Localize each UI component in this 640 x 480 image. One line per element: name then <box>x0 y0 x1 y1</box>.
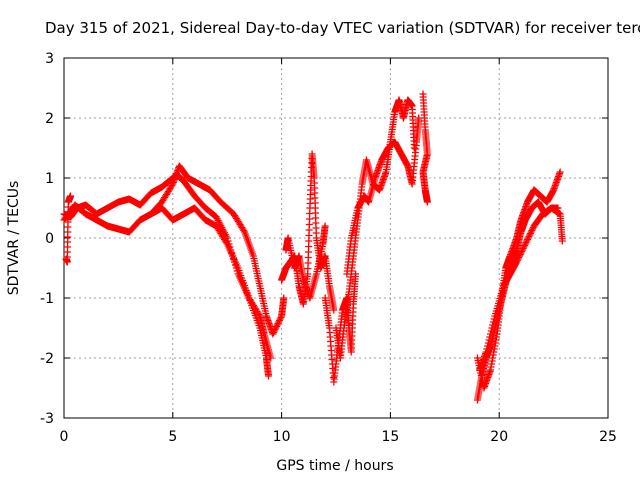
data-point <box>270 327 278 335</box>
data-point <box>558 237 566 245</box>
data-point <box>271 326 279 333</box>
data-point <box>272 324 280 332</box>
data-point <box>255 311 263 318</box>
data-point <box>280 294 288 302</box>
data-point <box>524 234 532 242</box>
data-point <box>489 318 497 326</box>
data-point <box>483 345 491 353</box>
data-point <box>265 372 273 380</box>
data-point <box>523 237 531 245</box>
data-point <box>276 315 284 323</box>
data-point <box>526 230 534 237</box>
data-point <box>515 254 523 261</box>
y-tick-label: -1 <box>40 291 54 307</box>
data-point <box>275 317 283 324</box>
data-point <box>486 333 494 341</box>
data-point <box>168 182 176 189</box>
data-points <box>60 90 566 404</box>
data-point <box>516 252 524 260</box>
data-point <box>273 323 281 330</box>
data-point <box>484 339 492 347</box>
x-tick-label: 5 <box>168 429 177 445</box>
data-point <box>275 318 283 326</box>
data-point <box>269 330 277 338</box>
data-point <box>487 327 495 335</box>
y-tick-label: 2 <box>45 111 54 127</box>
data-point <box>423 198 431 206</box>
data-point <box>321 222 329 230</box>
data-point <box>270 329 278 336</box>
y-tick-label: 0 <box>45 231 54 247</box>
data-point <box>514 255 522 263</box>
data-point <box>488 324 496 332</box>
data-point <box>528 227 536 234</box>
x-tick-label: 10 <box>273 429 291 445</box>
y-axis-label: SDTVAR / TECUs <box>6 181 22 296</box>
y-tick-label: -3 <box>40 411 54 427</box>
axis-ticks: 0 5 10 15 20 25 -3 -2 -1 0 1 2 3 <box>40 51 617 445</box>
data-point <box>274 320 282 327</box>
data-point <box>513 257 521 264</box>
data-point <box>485 336 493 344</box>
data-point <box>330 306 338 314</box>
data-point <box>518 248 526 255</box>
y-tick-label: 1 <box>45 171 54 187</box>
data-point <box>529 225 537 233</box>
chart-title: Day 315 of 2021, Sidereal Day-to-day VTE… <box>45 19 640 37</box>
data-point <box>556 168 564 176</box>
x-tick-label: 25 <box>599 429 617 445</box>
data-point <box>513 258 521 266</box>
data-point <box>525 233 533 240</box>
data-point <box>518 246 526 254</box>
data-point <box>240 227 248 234</box>
data-point <box>526 231 534 239</box>
data-point <box>516 251 524 258</box>
x-axis-label: GPS time / hours <box>276 458 393 474</box>
data-point <box>277 314 285 321</box>
data-point <box>521 242 529 249</box>
data-point <box>523 236 531 243</box>
data-point <box>273 321 281 329</box>
data-point <box>521 240 529 248</box>
data-point <box>517 249 525 257</box>
y-tick-label: 3 <box>45 51 54 67</box>
data-point <box>267 354 275 362</box>
data-point <box>520 243 528 251</box>
y-tick-label: -2 <box>40 351 54 367</box>
data-point <box>519 245 527 252</box>
data-point <box>522 239 530 246</box>
data-point <box>67 192 75 200</box>
data-point <box>486 330 494 338</box>
x-tick-label: 20 <box>490 429 508 445</box>
data-point <box>490 315 498 323</box>
x-tick-label: 0 <box>60 429 69 445</box>
x-tick-label: 15 <box>381 429 399 445</box>
data-point <box>482 348 490 356</box>
data-point <box>527 228 535 236</box>
data-point <box>489 321 497 329</box>
data-point <box>484 342 492 350</box>
